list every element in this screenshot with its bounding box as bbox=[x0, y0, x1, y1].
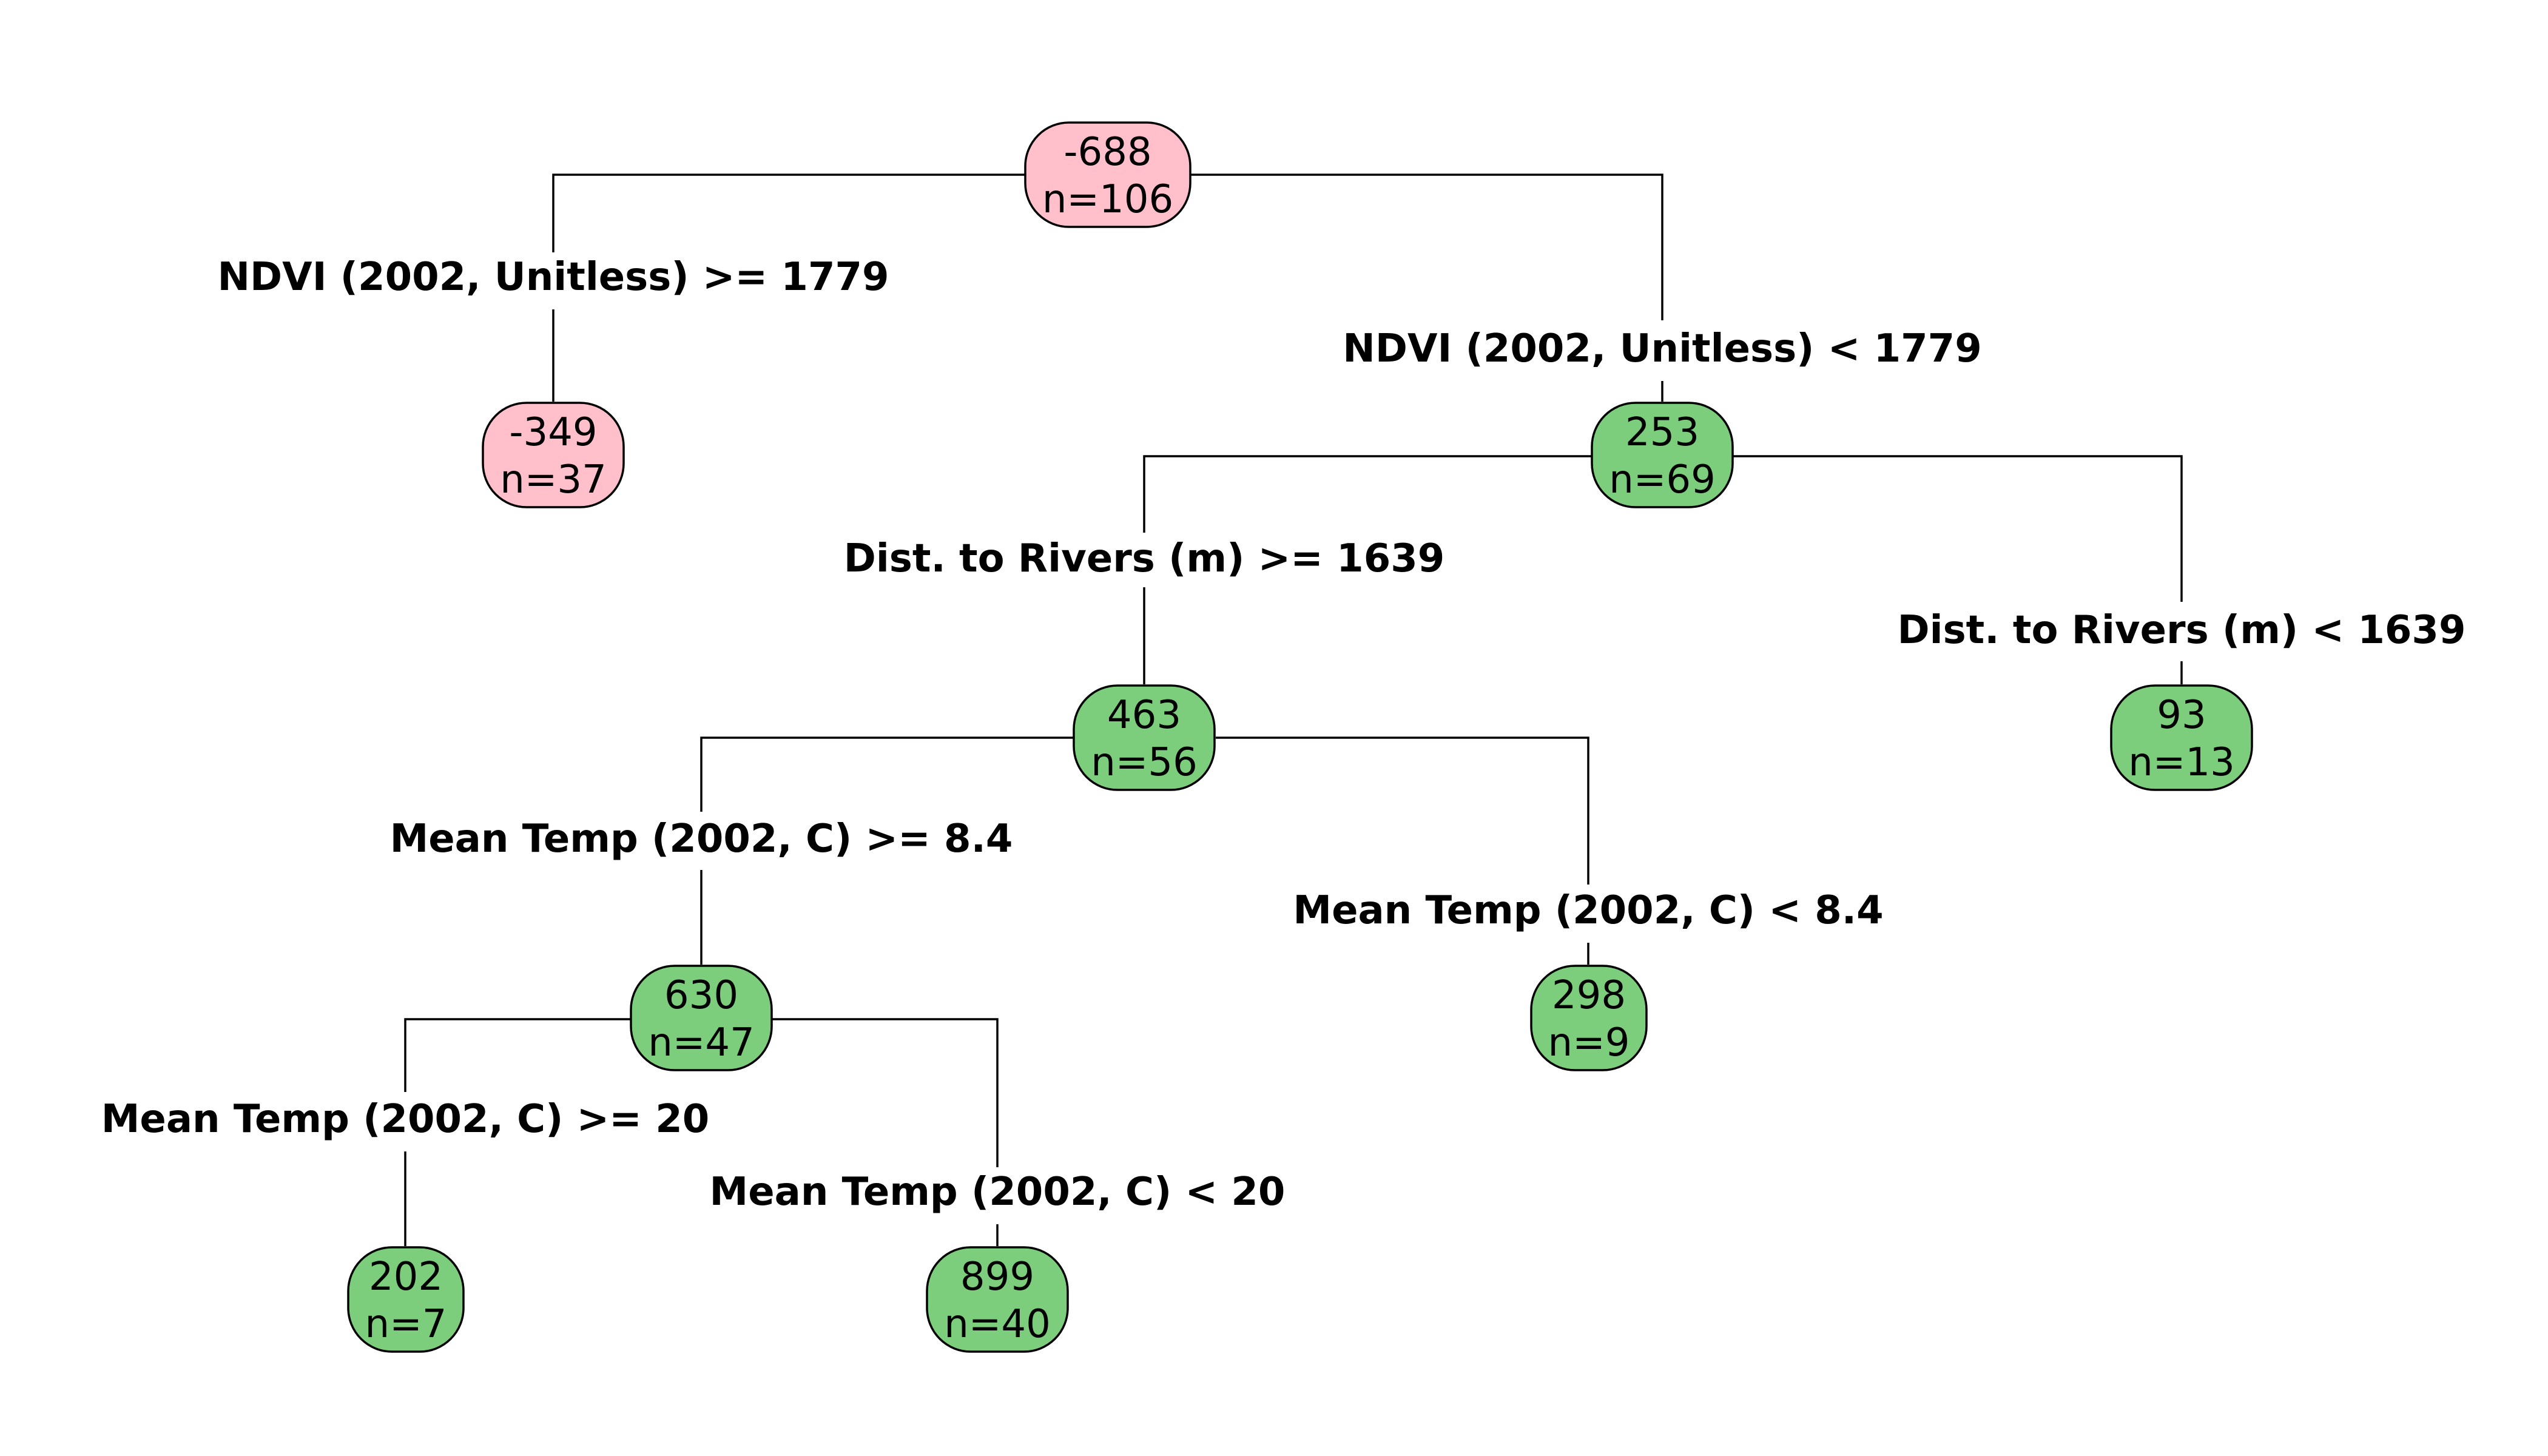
node-box bbox=[1591, 402, 1734, 508]
node-box bbox=[1530, 965, 1648, 1071]
node-box bbox=[1073, 684, 1216, 791]
tree-node: 630 n=47 bbox=[630, 965, 773, 1071]
tree-node: -688 n=106 bbox=[1024, 121, 1191, 228]
node-value: 463 bbox=[1107, 693, 1181, 738]
node-box bbox=[347, 1246, 465, 1353]
split-label-root-right: NDVI (2002, Unitless) < 1779 bbox=[1343, 326, 1981, 371]
split-label-rl-left: Mean Temp (2002, C) >= 8.4 bbox=[390, 817, 1013, 861]
node-value: 298 bbox=[1552, 973, 1626, 1018]
split-label-rll-left: Mean Temp (2002, C) >= 20 bbox=[101, 1097, 710, 1142]
node-count: n=69 bbox=[1609, 457, 1716, 502]
split-label-root-left: NDVI (2002, Unitless) >= 1779 bbox=[217, 255, 889, 300]
node-value: -349 bbox=[509, 410, 597, 455]
node-count: n=13 bbox=[2128, 740, 2235, 785]
node-value: 630 bbox=[664, 973, 738, 1018]
node-value: 93 bbox=[2157, 693, 2206, 738]
tree-node: 202 n=7 bbox=[347, 1246, 465, 1353]
edge-rll-right bbox=[772, 1018, 999, 1167]
node-value: 899 bbox=[960, 1255, 1034, 1299]
node-count: n=106 bbox=[1042, 177, 1173, 222]
node-count: n=37 bbox=[500, 457, 607, 502]
tree-edges bbox=[404, 174, 2183, 1246]
edge-rl-right bbox=[1216, 736, 1589, 885]
edge-right-right bbox=[1733, 455, 2183, 602]
node-box bbox=[2110, 684, 2253, 791]
split-label-right-right: Dist. to Rivers (m) < 1639 bbox=[1898, 608, 2466, 653]
tree-node: -349 n=37 bbox=[482, 402, 625, 508]
edge-rll-left bbox=[404, 1018, 631, 1092]
node-box bbox=[630, 965, 773, 1071]
tree-node: 298 n=9 bbox=[1530, 965, 1648, 1071]
tree-node: 899 n=40 bbox=[926, 1246, 1069, 1353]
split-label-right-left: Dist. to Rivers (m) >= 1639 bbox=[844, 536, 1445, 581]
edge-root-right bbox=[1189, 174, 1663, 320]
node-count: n=56 bbox=[1091, 740, 1198, 785]
node-box bbox=[926, 1246, 1069, 1353]
tree-node: 93 n=13 bbox=[2110, 684, 2253, 791]
node-box bbox=[1024, 121, 1191, 228]
split-label-rl-right: Mean Temp (2002, C) < 8.4 bbox=[1293, 888, 1883, 933]
node-box bbox=[482, 402, 625, 508]
node-count: n=40 bbox=[944, 1302, 1051, 1347]
node-count: n=7 bbox=[365, 1302, 447, 1347]
node-count: n=9 bbox=[1548, 1020, 1630, 1065]
tree-node: 253 n=69 bbox=[1591, 402, 1734, 508]
tree-node: 463 n=56 bbox=[1073, 684, 1216, 791]
edge-rl-left bbox=[700, 736, 1074, 812]
edge-right-left bbox=[1143, 455, 1592, 533]
edge-root-left bbox=[552, 174, 1025, 252]
node-value: 202 bbox=[369, 1255, 443, 1299]
node-value: 253 bbox=[1625, 410, 1699, 455]
node-value: -688 bbox=[1063, 130, 1151, 175]
node-count: n=47 bbox=[648, 1020, 755, 1065]
split-labels: NDVI (2002, Unitless) >= 1779 NDVI (2002… bbox=[101, 255, 2466, 1215]
split-label-rll-right: Mean Temp (2002, C) < 20 bbox=[710, 1170, 1286, 1215]
